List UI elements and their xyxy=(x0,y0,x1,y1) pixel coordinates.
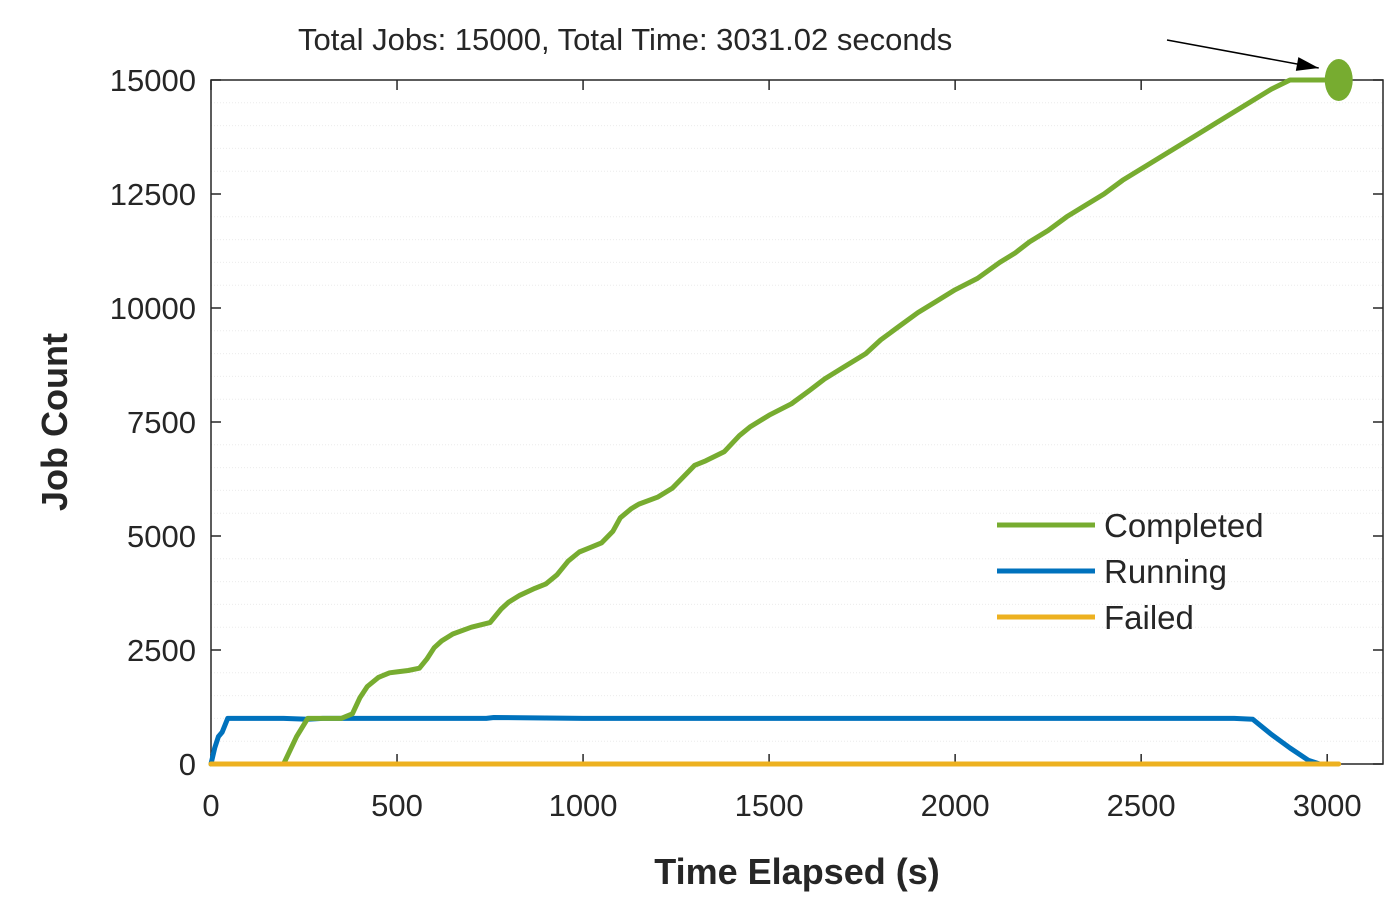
series-line-completed xyxy=(208,77,1342,767)
axis-ticks: 0 500 1000 1500 2000 2500 3000 0 2500 5000 7500 100… xyxy=(110,63,1383,823)
series-lines xyxy=(208,77,1342,767)
y-tick-label: 5000 xyxy=(127,519,196,554)
y-tick-label: 12500 xyxy=(110,177,196,212)
annotation: Total Jobs: 15000, Total Time: 3031.02 s… xyxy=(298,22,1353,101)
plot-frame xyxy=(210,79,1384,765)
x-axis-title: Time Elapsed (s) xyxy=(654,851,939,892)
minor-grid xyxy=(211,102,1383,742)
x-tick-label: 2500 xyxy=(1107,788,1176,823)
x-tick-label: 1000 xyxy=(549,788,618,823)
x-tick-label: 500 xyxy=(371,788,423,823)
x-tick-label: 2000 xyxy=(921,788,990,823)
total-annotation-text: Total Jobs: 15000, Total Time: 3031.02 s… xyxy=(298,22,952,57)
legend: Completed Running Failed xyxy=(997,507,1264,636)
x-tick-label: 1500 xyxy=(735,788,804,823)
series-line-running xyxy=(208,715,1323,767)
y-tick-label: 7500 xyxy=(127,405,196,440)
y-axis-title: Job Count xyxy=(34,333,75,511)
y-tick-label: 0 xyxy=(179,747,196,782)
annotation-arrow-shaft xyxy=(1166,39,1319,69)
y-tick-label: 2500 xyxy=(127,633,196,668)
completion-marker xyxy=(1324,59,1353,101)
y-tick-label: 10000 xyxy=(110,291,196,326)
annotation-arrow-head xyxy=(1295,57,1319,71)
x-tick-label: 0 xyxy=(202,788,219,823)
legend-label-running: Running xyxy=(1104,553,1227,590)
x-tick-label: 3000 xyxy=(1293,788,1362,823)
legend-label-completed: Completed xyxy=(1104,507,1264,544)
legend-label-failed: Failed xyxy=(1104,599,1194,636)
y-tick-label: 15000 xyxy=(110,63,196,98)
